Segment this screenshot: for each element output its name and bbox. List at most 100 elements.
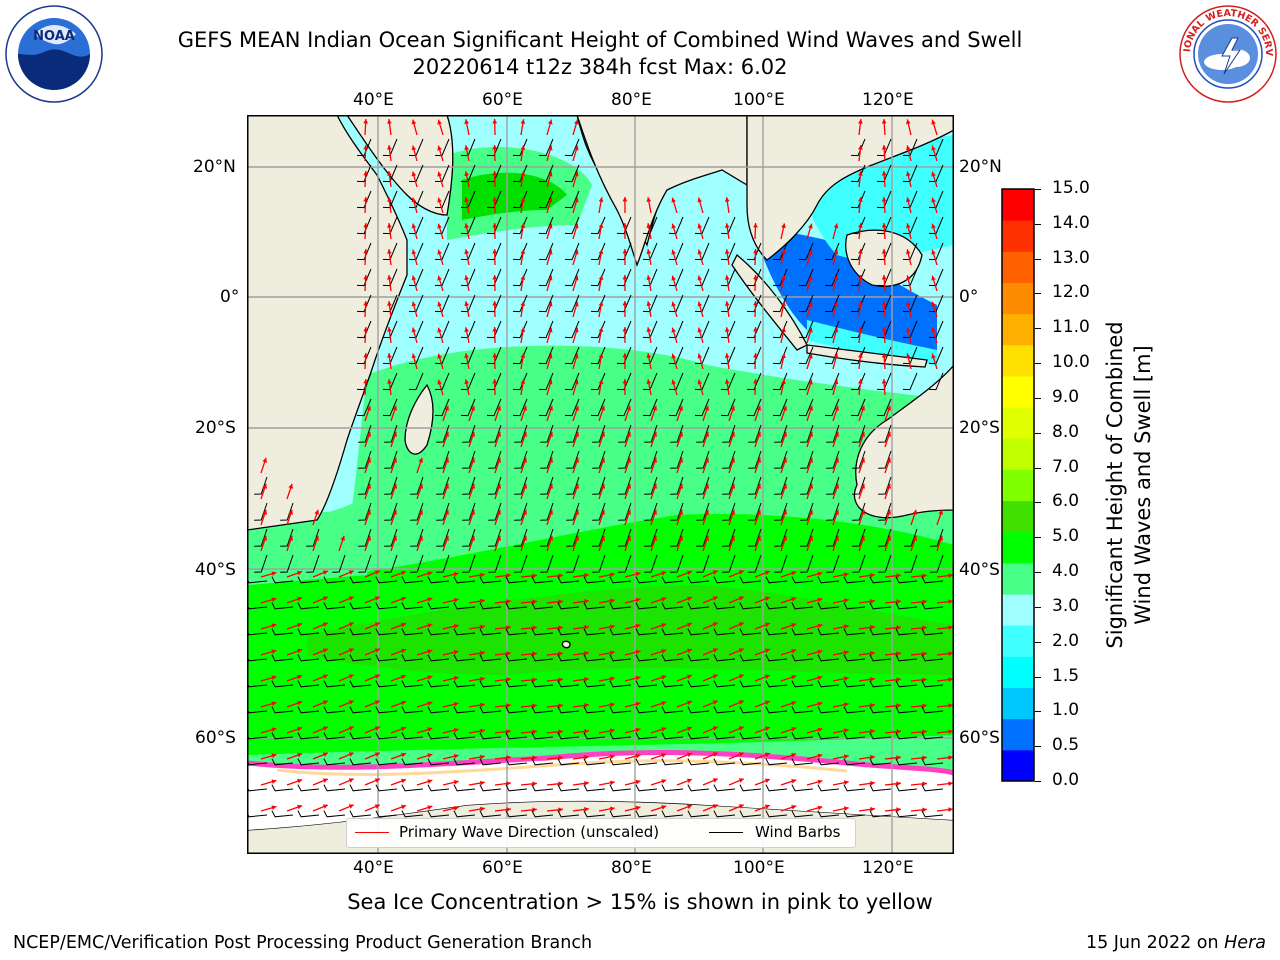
wave-direction-arrowhead bbox=[764, 726, 770, 731]
wind-barb bbox=[687, 810, 710, 818]
wave-direction-arrowhead bbox=[522, 431, 527, 437]
wind-barb bbox=[609, 732, 632, 740]
wave-direction-arrowhead bbox=[574, 171, 579, 177]
wave-direction-arrowhead bbox=[401, 596, 406, 602]
wind-barb bbox=[427, 602, 450, 610]
wave-direction-arrowhead bbox=[574, 457, 579, 463]
wind-barb bbox=[349, 628, 372, 636]
wind-barb bbox=[566, 528, 580, 547]
wave-direction-arrowhead bbox=[411, 353, 417, 359]
wind-barb bbox=[696, 424, 710, 443]
wave-direction-arrowhead bbox=[808, 431, 813, 437]
wave-direction-arrowhead bbox=[506, 677, 511, 682]
wave-direction-arrowhead bbox=[687, 622, 692, 628]
wind-barb bbox=[616, 398, 632, 417]
wind-barb bbox=[635, 680, 658, 688]
wave-direction-arrowhead bbox=[470, 405, 475, 411]
wave-direction-arrowhead bbox=[843, 676, 849, 681]
wind-barb bbox=[824, 320, 840, 339]
wind-barb bbox=[798, 320, 814, 339]
wave-direction-arrowhead bbox=[262, 457, 267, 463]
wave-direction-arrowhead bbox=[931, 223, 936, 229]
wind-barb bbox=[358, 450, 372, 469]
wave-direction-arrowhead bbox=[652, 431, 657, 437]
colorbar-band bbox=[1002, 375, 1034, 408]
wind-barb-legend-swatch bbox=[709, 832, 743, 833]
wave-direction-arrowhead bbox=[574, 483, 579, 489]
wave-direction-arrowhead bbox=[411, 249, 417, 255]
wave-direction-arrowhead bbox=[271, 805, 277, 810]
wave-direction-arrowhead bbox=[764, 752, 770, 757]
wave-direction-arrowhead bbox=[896, 651, 901, 657]
wind-barb bbox=[791, 576, 814, 584]
wave-direction-arrowhead bbox=[322, 778, 328, 783]
wave-direction-arrowhead bbox=[532, 573, 537, 579]
wind-barb bbox=[852, 450, 866, 469]
footer-host: Hera bbox=[1224, 933, 1266, 953]
wave-direction-arrowhead bbox=[522, 457, 527, 463]
lat-label-left-20n: 20°N bbox=[193, 157, 236, 177]
wave-direction-arrowhead bbox=[506, 573, 511, 578]
wave-direction-arrowhead bbox=[756, 431, 761, 437]
colorbar-tick bbox=[1035, 328, 1041, 330]
wave-direction-arrowhead bbox=[870, 598, 875, 604]
wave-direction-arrowhead bbox=[574, 249, 579, 255]
colorbar-band bbox=[1002, 718, 1034, 751]
wave-direction-arrowhead bbox=[322, 596, 328, 601]
wind-barb bbox=[479, 576, 502, 584]
wind-barb bbox=[401, 784, 424, 792]
wave-direction-arrowhead bbox=[781, 249, 786, 255]
wave-direction-arrowhead bbox=[834, 457, 839, 463]
wind-barb bbox=[852, 476, 866, 495]
wave-direction-arrowhead bbox=[922, 729, 927, 735]
wind-barb bbox=[590, 294, 606, 313]
wave-direction-arrowhead bbox=[622, 223, 628, 228]
wave-direction-arrowhead bbox=[547, 301, 553, 307]
wind-barb bbox=[713, 654, 736, 662]
wave-direction-arrowhead bbox=[781, 379, 786, 385]
wave-direction-arrowhead bbox=[764, 700, 770, 705]
wave-direction-arrowhead bbox=[678, 509, 683, 515]
wind-barb bbox=[505, 654, 528, 662]
wave-direction-arrowhead bbox=[464, 249, 469, 255]
wave-direction-arrowhead bbox=[584, 573, 589, 578]
wave-direction-arrowhead bbox=[712, 648, 718, 653]
wind-barb bbox=[798, 294, 814, 313]
wave-direction-arrowhead bbox=[881, 327, 887, 332]
wave-direction-arrowhead bbox=[453, 650, 459, 655]
wave-direction-arrowhead bbox=[363, 119, 369, 124]
wave-direction-arrowhead bbox=[610, 624, 615, 630]
wind-barb bbox=[583, 654, 606, 662]
wind-barb bbox=[505, 758, 528, 766]
lon-label-bottom-100e: 100°E bbox=[733, 858, 785, 878]
australia-land bbox=[853, 363, 954, 519]
wave-direction-arrowhead bbox=[437, 119, 442, 125]
wave-direction-arrowhead bbox=[480, 650, 485, 656]
wave-direction-arrowhead bbox=[791, 675, 797, 680]
wind-barb bbox=[748, 424, 762, 443]
wave-direction-arrowhead bbox=[387, 145, 392, 150]
wind-barb bbox=[557, 706, 580, 714]
wind-barb bbox=[609, 576, 632, 584]
wind-barb bbox=[297, 680, 320, 688]
wind-barb bbox=[358, 554, 372, 573]
wave-direction-arrowhead bbox=[834, 431, 839, 437]
wind-barb bbox=[895, 576, 918, 584]
wind-barb bbox=[453, 758, 476, 766]
wave-direction-arrowhead bbox=[532, 677, 537, 683]
wave-direction-arrowhead bbox=[881, 119, 887, 124]
wind-barb bbox=[564, 294, 580, 313]
wind-barb bbox=[557, 758, 580, 766]
wave-direction-arrowhead bbox=[738, 648, 744, 653]
colorbar-tick bbox=[1035, 363, 1041, 365]
wave-direction-arrowhead bbox=[808, 457, 813, 463]
colorbar-band bbox=[1002, 282, 1034, 315]
wind-barb bbox=[514, 450, 528, 469]
wind-barb bbox=[817, 576, 840, 584]
wind-barb bbox=[566, 476, 580, 495]
wind-barb bbox=[824, 242, 840, 261]
wind-barb bbox=[247, 629, 268, 636]
wave-direction-arrowhead bbox=[860, 483, 865, 489]
wind-barb bbox=[557, 576, 580, 584]
wave-direction-arrowhead bbox=[271, 779, 277, 784]
